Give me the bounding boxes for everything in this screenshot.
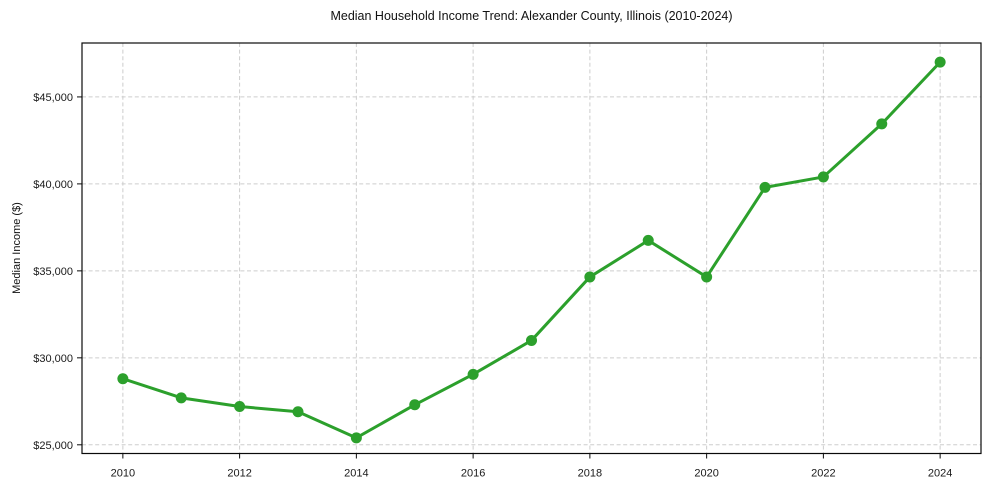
data-point xyxy=(409,399,421,411)
data-point xyxy=(934,56,946,68)
x-tick-label: 2012 xyxy=(227,468,251,480)
y-axis-label: Median Income ($) xyxy=(11,202,23,294)
data-point xyxy=(292,406,304,418)
y-tick-label: $35,000 xyxy=(33,266,73,278)
trend-line xyxy=(121,60,942,440)
x-tick-label: 2010 xyxy=(111,468,135,480)
x-tick-label: 2024 xyxy=(928,468,952,480)
data-point xyxy=(876,118,888,130)
x-tick-label: 2014 xyxy=(344,468,368,480)
x-tick-label: 2022 xyxy=(811,468,835,480)
plot-border xyxy=(81,42,982,455)
data-point xyxy=(584,271,596,283)
data-point xyxy=(526,334,537,346)
data-point xyxy=(467,368,479,380)
data-point xyxy=(350,432,362,444)
data-point xyxy=(175,392,187,404)
y-tick-label: $30,000 xyxy=(33,353,73,365)
x-tick-label: 2020 xyxy=(694,468,718,480)
data-point xyxy=(701,271,713,283)
y-tick-label: $45,000 xyxy=(33,92,73,104)
x-tick-label: 2018 xyxy=(578,468,602,480)
chart-title: Median Household Income Trend: Alexander… xyxy=(330,9,733,23)
data-point xyxy=(759,181,771,193)
data-point xyxy=(642,234,654,246)
data-point xyxy=(817,171,829,183)
y-tick-label: $25,000 xyxy=(33,440,73,452)
data-point xyxy=(234,401,246,413)
x-tick-label: 2016 xyxy=(461,468,485,480)
y-tick-label: $40,000 xyxy=(33,179,73,191)
data-point xyxy=(117,373,129,385)
